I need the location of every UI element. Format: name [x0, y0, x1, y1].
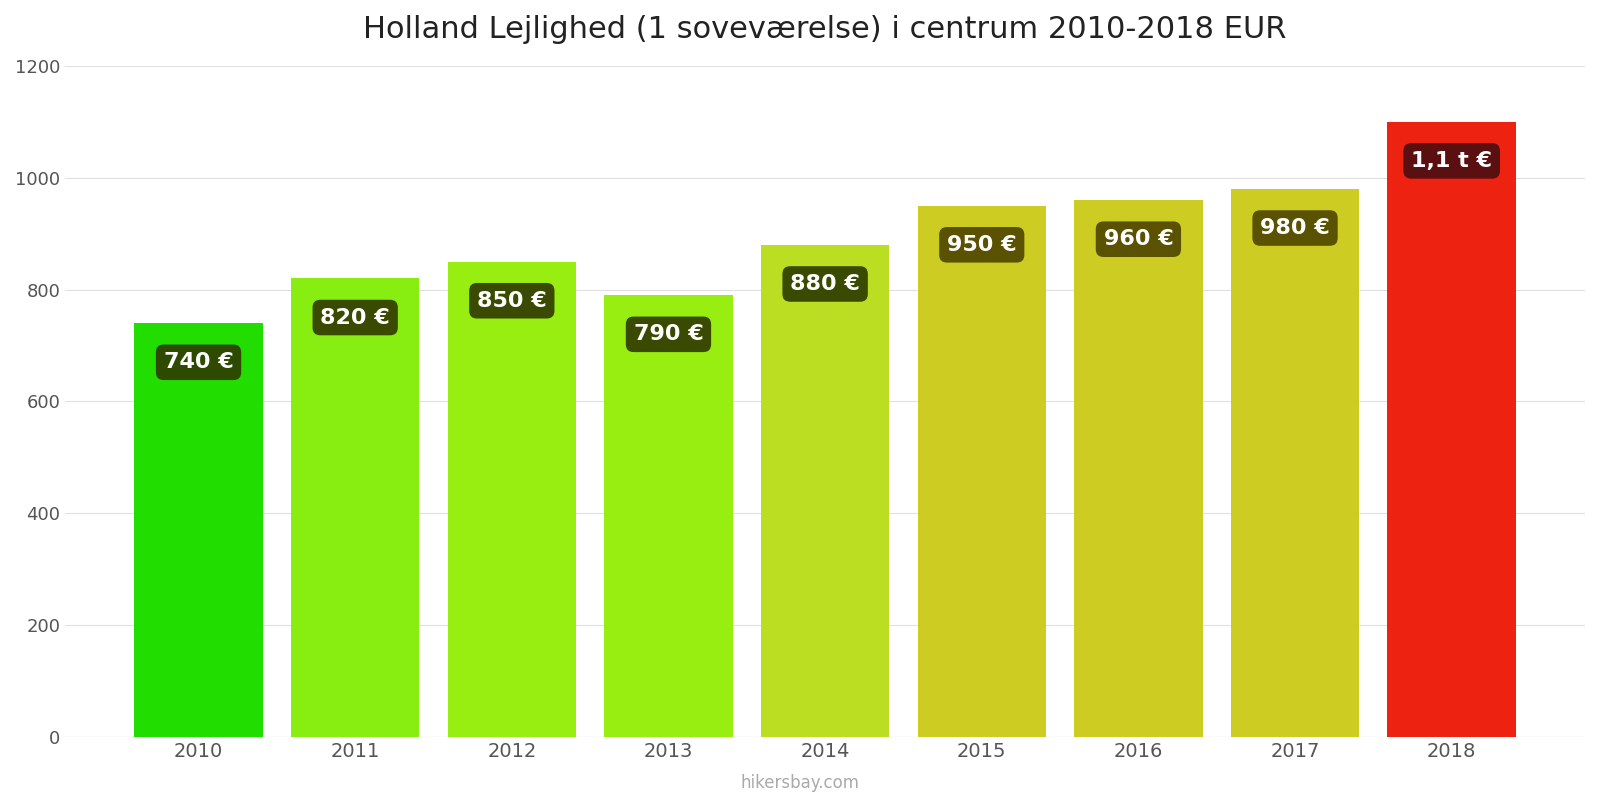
Text: 880 €: 880 € [790, 274, 861, 294]
Bar [1074, 200, 1203, 737]
Text: 820 €: 820 € [320, 307, 390, 327]
Bar [291, 278, 419, 737]
Text: 960 €: 960 € [1104, 230, 1173, 250]
Text: 980 €: 980 € [1261, 218, 1330, 238]
Bar [917, 206, 1046, 737]
Bar [1387, 122, 1515, 737]
Bar [134, 323, 262, 737]
Text: 850 €: 850 € [477, 290, 547, 310]
Bar [605, 295, 733, 737]
Bar [1230, 189, 1360, 737]
Text: 950 €: 950 € [947, 235, 1016, 255]
Text: 740 €: 740 € [163, 352, 234, 372]
Text: 790 €: 790 € [634, 324, 704, 344]
Text: 1,1 t €: 1,1 t € [1411, 151, 1493, 171]
Text: hikersbay.com: hikersbay.com [741, 774, 859, 792]
Bar [448, 262, 576, 737]
Bar [762, 245, 890, 737]
Title: Holland Lejlighed (1 soveværelse) i centrum 2010-2018 EUR: Holland Lejlighed (1 soveværelse) i cent… [363, 15, 1286, 44]
